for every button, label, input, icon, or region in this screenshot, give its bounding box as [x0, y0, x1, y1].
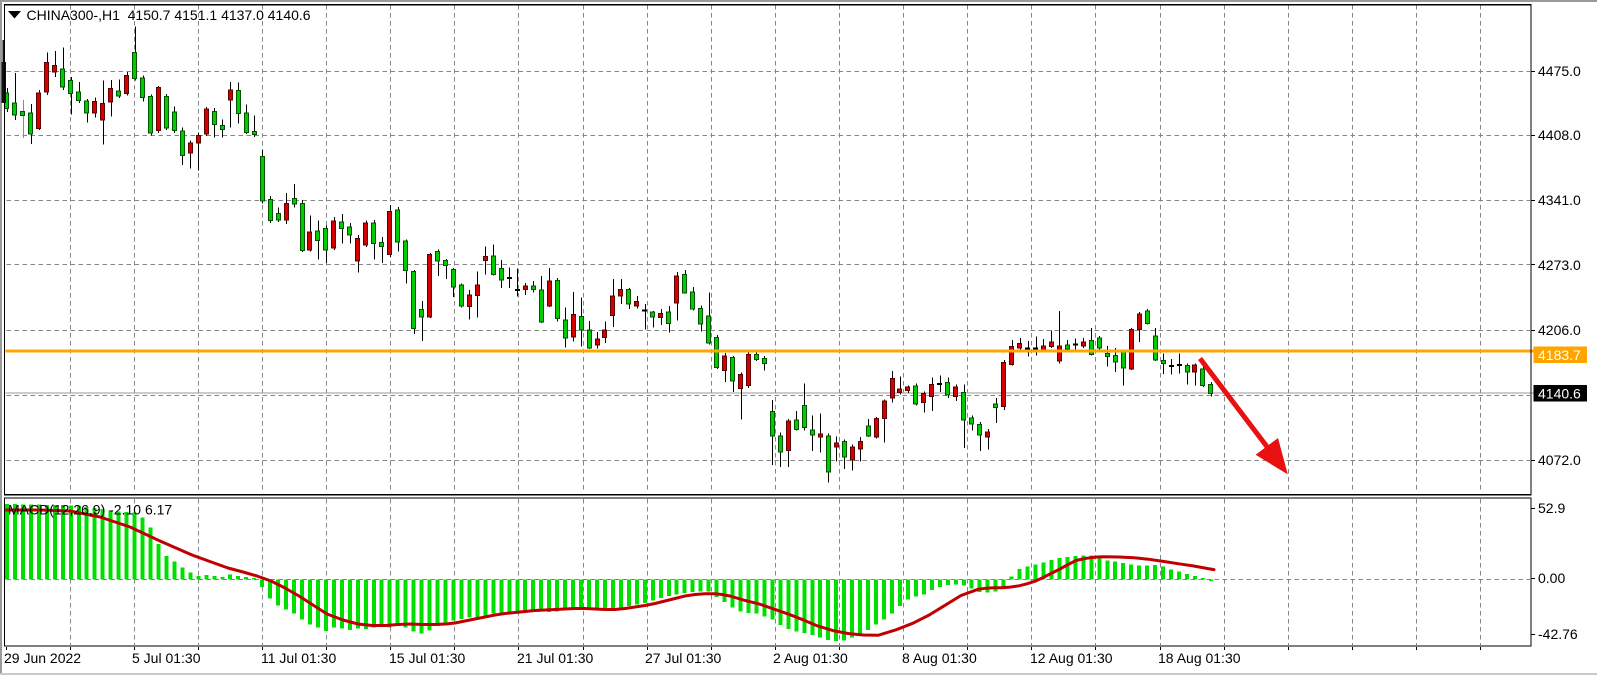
svg-text:52.9: 52.9: [1538, 500, 1565, 516]
svg-text:4140.6: 4140.6: [1538, 386, 1581, 402]
svg-text:4072.0: 4072.0: [1538, 452, 1581, 468]
svg-text:4408.0: 4408.0: [1538, 127, 1581, 143]
svg-text:4341.0: 4341.0: [1538, 192, 1581, 208]
svg-text:CHINA300-,H1 4150.7 4151.1 41: CHINA300-,H1 4150.7 4151.1 4137.0 4140.6: [27, 7, 311, 23]
svg-text:8 Aug 01:30: 8 Aug 01:30: [902, 650, 977, 666]
svg-text:18 Aug 01:30: 18 Aug 01:30: [1158, 650, 1241, 666]
svg-text:MACD(12,26,9) -2.10 6.17: MACD(12,26,9) -2.10 6.17: [8, 502, 172, 518]
svg-text:4475.0: 4475.0: [1538, 63, 1581, 79]
svg-text:4273.0: 4273.0: [1538, 257, 1581, 273]
svg-text:27 Jul 01:30: 27 Jul 01:30: [645, 650, 721, 666]
svg-text:4183.7: 4183.7: [1538, 347, 1581, 363]
svg-text:0.00: 0.00: [1538, 570, 1565, 586]
svg-text:21 Jul 01:30: 21 Jul 01:30: [517, 650, 593, 666]
svg-text:5 Jul 01:30: 5 Jul 01:30: [132, 650, 201, 666]
svg-text:4206.0: 4206.0: [1538, 322, 1581, 338]
svg-text:11 Jul 01:30: 11 Jul 01:30: [261, 650, 336, 666]
svg-text:15 Jul 01:30: 15 Jul 01:30: [389, 650, 465, 666]
svg-text:2 Aug 01:30: 2 Aug 01:30: [773, 650, 848, 666]
svg-text:12 Aug 01:30: 12 Aug 01:30: [1030, 650, 1113, 666]
svg-text:-42.76: -42.76: [1538, 626, 1578, 642]
svg-text:29 Jun 2022: 29 Jun 2022: [4, 650, 81, 666]
